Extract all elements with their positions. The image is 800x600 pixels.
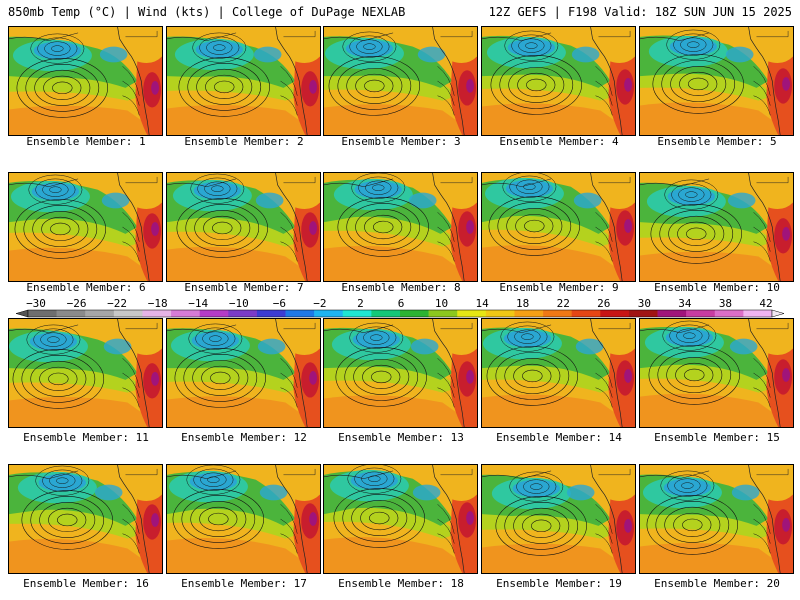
ensemble-member-label: Ensemble Member: 17 [165,577,323,590]
colorbar-tick-label: 10 [435,298,448,310]
colorbar-segment [85,310,114,317]
ensemble-member-label: Ensemble Member: 4 [480,135,638,148]
ensemble-member-map [639,26,794,136]
colorbar-segment [457,310,486,317]
colorbar-segment [600,310,629,317]
colorbar-segment [228,310,257,317]
colorbar-tick-label: 34 [678,298,692,310]
colorbar-segment [286,310,315,317]
colorbar-segment [142,310,171,317]
ensemble-member-label: Ensemble Member: 19 [480,577,638,590]
temperature-colorbar: −30 −26 −22 −18 −14 −10 −6 −2 2 6 10 14 18 22 26 30 34 38… [8,298,792,320]
ensemble-member-map [166,26,321,136]
ensemble-member-label: Ensemble Member: 16 [7,577,165,590]
ensemble-member-label: Ensemble Member: 8 [322,281,480,294]
header-title-right: 12Z GEFS | F198 Valid: 18Z SUN JUN 15 20… [489,5,792,19]
ensemble-member-map [639,172,794,282]
colorbar-segment [343,310,372,317]
ensemble-member-label: Ensemble Member: 15 [638,431,796,444]
colorbar-segment [743,310,772,317]
ensemble-member-label: Ensemble Member: 7 [165,281,323,294]
ensemble-member-map [639,318,794,428]
colorbar-tick-label: −22 [107,298,127,310]
colorbar-segment [686,310,715,317]
ensemble-member-label: Ensemble Member: 6 [7,281,165,294]
ensemble-member-label: Ensemble Member: 1 [7,135,165,148]
ensemble-member-map [166,172,321,282]
ensemble-member-map [481,172,636,282]
colorbar-tick-label: −26 [67,298,87,310]
colorbar-tick-label: 6 [398,298,405,310]
colorbar-tick-label: 38 [719,298,732,310]
ensemble-member-label: Ensemble Member: 9 [480,281,638,294]
colorbar-segment [314,310,343,317]
colorbar-segment [171,310,200,317]
colorbar-tick-label: 26 [597,298,610,310]
colorbar-tick-label: 30 [638,298,651,310]
ensemble-member-label: Ensemble Member: 20 [638,577,796,590]
colorbar-segment [514,310,543,317]
ensemble-member-label: Ensemble Member: 5 [638,135,796,148]
colorbar-tick-label: 14 [475,298,489,310]
colorbar-tick-label: −18 [148,298,168,310]
ensemble-member-label: Ensemble Member: 3 [322,135,480,148]
colorbar-tick-label: −14 [188,298,208,310]
colorbar-segment [200,310,229,317]
colorbar-segment [400,310,429,317]
colorbar-tick-label: 22 [557,298,570,310]
ensemble-member-map [481,26,636,136]
ensemble-member-map [8,172,163,282]
colorbar-segment [486,310,515,317]
colorbar-segment [257,310,286,317]
colorbar-segment [543,310,572,317]
ensemble-member-map [323,318,478,428]
ensemble-member-map [8,318,163,428]
colorbar-tick-label: 18 [516,298,529,310]
ensemble-member-map [323,172,478,282]
ensemble-member-label: Ensemble Member: 14 [480,431,638,444]
ensemble-member-map [639,464,794,574]
ensemble-member-label: Ensemble Member: 18 [322,577,480,590]
ensemble-member-map [323,26,478,136]
ensemble-member-map [481,464,636,574]
colorbar-tick-label: −2 [313,298,326,310]
ensemble-member-map [481,318,636,428]
colorbar-tick-label: −30 [26,298,46,310]
ensemble-member-label: Ensemble Member: 12 [165,431,323,444]
header-title-left: 850mb Temp (°C) | Wind (kts) | College o… [8,5,405,19]
ensemble-member-map [166,464,321,574]
colorbar-segment [429,310,458,317]
colorbar-tick-label: 2 [357,298,364,310]
ensemble-member-label: Ensemble Member: 2 [165,135,323,148]
colorbar-segment [57,310,86,317]
colorbar-segment [114,310,143,317]
colorbar-segment [572,310,601,317]
ensemble-member-map [323,464,478,574]
colorbar-segment [629,310,658,317]
ensemble-member-map [8,464,163,574]
colorbar-segment [658,310,687,317]
ensemble-member-label: Ensemble Member: 11 [7,431,165,444]
colorbar-tick-label: −6 [273,298,286,310]
colorbar-segment [371,310,400,317]
ensemble-member-map [166,318,321,428]
ensemble-member-label: Ensemble Member: 10 [638,281,796,294]
colorbar-segment [28,310,57,317]
ensemble-member-map [8,26,163,136]
ensemble-member-label: Ensemble Member: 13 [322,431,480,444]
colorbar-segment [715,310,744,317]
colorbar-tick-label: −10 [229,298,249,310]
colorbar-tick-label: 42 [759,298,772,310]
